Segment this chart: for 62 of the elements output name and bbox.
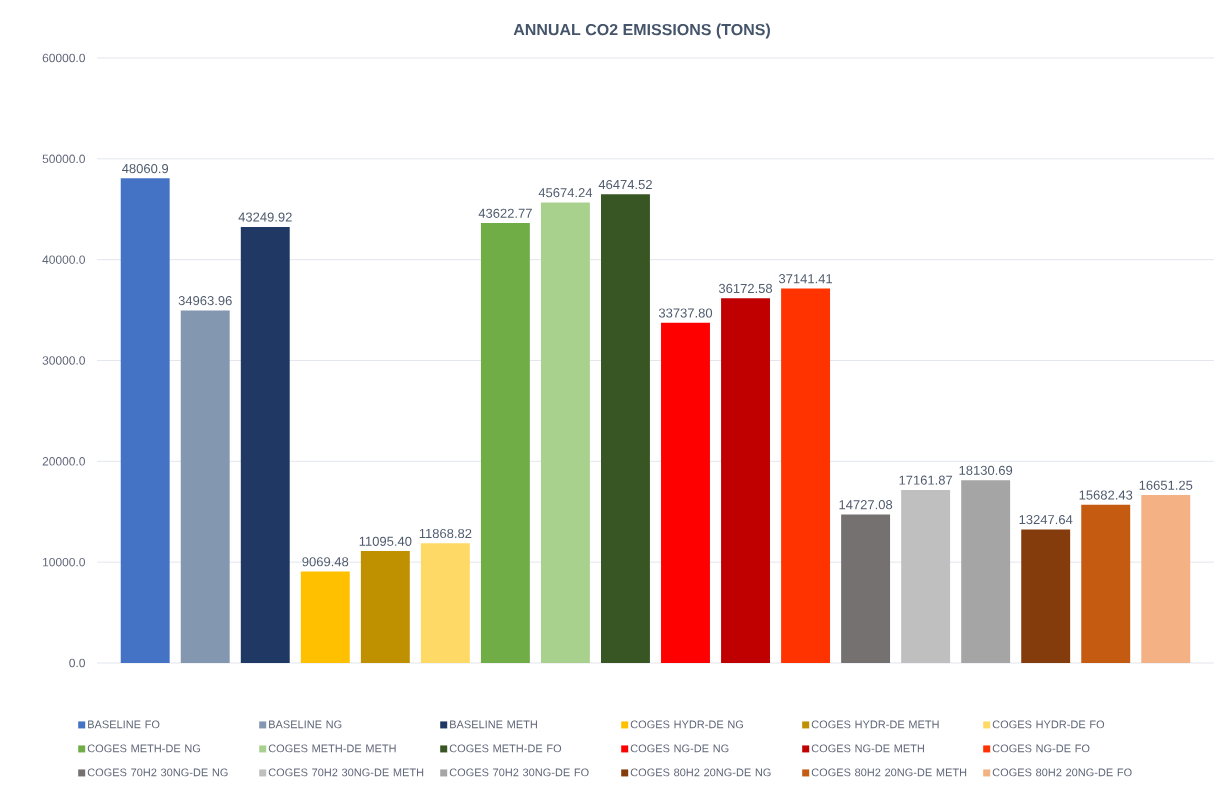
- chart-title: ANNUAL CO2 EMISSIONS (TONS): [513, 23, 770, 39]
- legend-label: COGES NG-DE METH: [811, 744, 924, 753]
- data-label: 34963.96: [178, 296, 232, 306]
- bar: [360, 551, 410, 663]
- legend-label: COGES 70H2 30NG-DE METH: [268, 768, 424, 777]
- data-label: 11868.82: [419, 528, 472, 539]
- bar: [180, 310, 230, 663]
- bar: [601, 194, 650, 663]
- bar: [1141, 495, 1191, 663]
- data-label: 11095.40: [359, 536, 412, 546]
- data-label: 16651.25: [1139, 480, 1193, 490]
- bar: [120, 178, 170, 663]
- legend-label: COGES METH-DE FO: [449, 744, 562, 753]
- data-label: 36172.58: [718, 283, 773, 294]
- legend-label: COGES METH-DE NG: [87, 744, 201, 753]
- data-label: 45674.24: [538, 188, 593, 198]
- data-label: 13247.64: [1019, 515, 1073, 525]
- bar: [480, 223, 530, 663]
- legend-label: COGES HYDR-DE METH: [811, 720, 939, 729]
- data-label: 14727.08: [839, 500, 893, 510]
- y-tick-label: 30000.0: [42, 356, 86, 365]
- legend-label: COGES NG-DE NG: [630, 744, 729, 753]
- legend-label: COGES 80H2 20NG-DE METH: [811, 768, 967, 777]
- data-label: 43622.77: [478, 208, 532, 218]
- legend-label: COGES HYDR-DE FO: [992, 720, 1105, 729]
- y-tick-label: 40000.0: [42, 255, 86, 264]
- bar: [540, 202, 590, 663]
- legend-label: COGES METH-DE METH: [268, 744, 396, 753]
- legend-label: BASELINE FO: [88, 720, 160, 729]
- y-tick-label: 20000.0: [42, 457, 86, 466]
- bar: [721, 298, 770, 663]
- bar: [961, 480, 1011, 663]
- legend-label: COGES 70H2 30NG-DE NG: [87, 768, 228, 777]
- bar: [661, 322, 710, 663]
- bar: [1021, 529, 1071, 663]
- data-label: 43249.92: [238, 212, 292, 222]
- y-tick-label: 50000.0: [42, 154, 86, 164]
- legend-label: COGES HYDR-DE NG: [630, 720, 744, 729]
- legend-label: COGES NG-DE FO: [992, 744, 1090, 753]
- legend-label: COGES 70H2 30NG-DE FO: [449, 768, 589, 777]
- legend-label: BASELINE METH: [450, 720, 537, 729]
- data-label: 15682.43: [1079, 490, 1133, 500]
- y-tick-label: 60000.0: [42, 53, 86, 63]
- bar: [1081, 504, 1131, 663]
- y-tick-label: 0.0: [69, 658, 86, 668]
- data-label: 37141.41: [778, 274, 833, 284]
- legend-label: COGES 80H2 20NG-DE FO: [992, 768, 1132, 777]
- data-label: 46474.52: [598, 179, 652, 190]
- data-label: 18130.69: [959, 465, 1013, 475]
- data-label: 33737.80: [658, 308, 713, 318]
- data-label: 17161.87: [899, 475, 953, 485]
- bar: [781, 288, 831, 663]
- data-label: 48060.9: [122, 163, 169, 174]
- y-tick-label: 10000.0: [43, 557, 86, 567]
- bar: [300, 571, 350, 663]
- legend-label: BASELINE NG: [269, 720, 342, 729]
- legend-label: COGES 80H2 20NG-DE NG: [630, 768, 771, 777]
- bar: [901, 489, 951, 663]
- bar: [240, 226, 290, 663]
- data-label: 9069.48: [302, 557, 349, 567]
- bar: [420, 543, 470, 663]
- bar: [841, 514, 891, 663]
